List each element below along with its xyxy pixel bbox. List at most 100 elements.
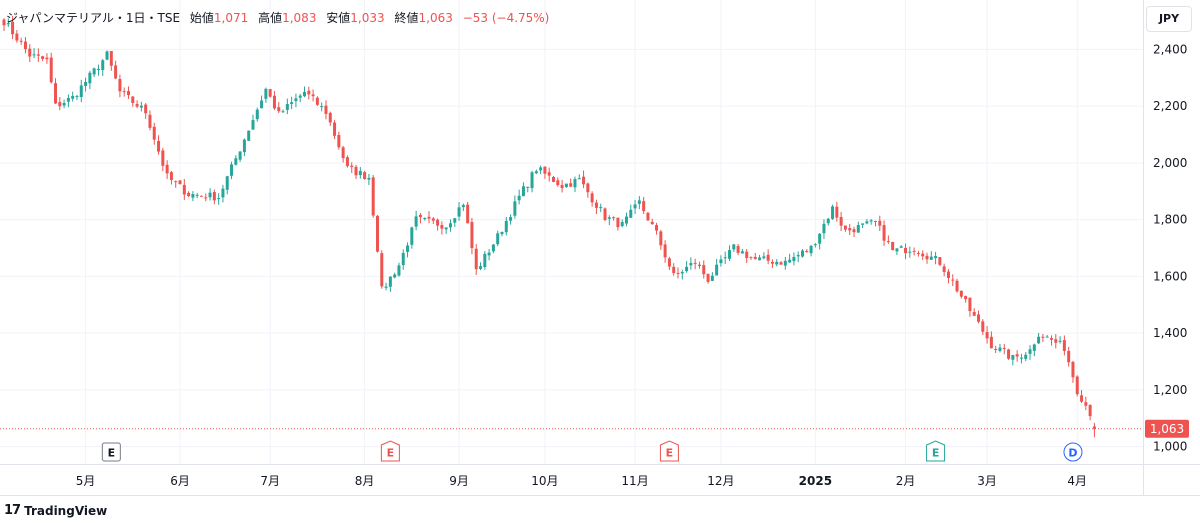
candle-body	[916, 253, 920, 255]
candle-body	[745, 251, 749, 258]
candle-body	[457, 207, 461, 217]
currency-button[interactable]: JPY	[1146, 6, 1192, 32]
candle-body	[929, 256, 933, 260]
candle-body	[633, 204, 637, 209]
candle-body	[732, 244, 736, 250]
candle-body	[873, 220, 877, 222]
candle-body	[401, 252, 405, 266]
candle-body	[345, 157, 349, 167]
candle-body	[891, 241, 895, 251]
candle-body	[753, 256, 757, 259]
candle-body	[543, 166, 547, 174]
candle-body	[736, 245, 740, 253]
candle-body	[1075, 376, 1079, 395]
candle-body	[440, 224, 444, 229]
candle-body	[418, 214, 422, 218]
candle-body	[148, 114, 152, 128]
candle-body	[298, 95, 302, 98]
candle-body	[509, 217, 513, 221]
candle-body	[217, 198, 221, 200]
earnings-marker	[659, 440, 679, 462]
change-value: −53 (−4.75%)	[462, 11, 550, 25]
candle-body	[921, 253, 925, 257]
candle-body	[470, 222, 474, 249]
candle-body	[126, 91, 130, 96]
candle-body	[1049, 338, 1053, 340]
candle-body	[822, 223, 826, 234]
candle-body	[101, 60, 105, 71]
candle-body	[1037, 336, 1041, 344]
candle-body	[762, 256, 766, 259]
candle-body	[1002, 347, 1006, 349]
last-price-badge	[1145, 419, 1189, 438]
candle-body	[1088, 404, 1092, 417]
candle-body	[1032, 344, 1036, 351]
x-tick-label: 8月	[355, 474, 375, 488]
candle-body	[1011, 355, 1015, 360]
candle-body	[775, 261, 779, 265]
candle-body	[655, 225, 659, 231]
candle-body	[375, 215, 379, 252]
candle-body	[397, 265, 401, 276]
candle-body	[1062, 340, 1066, 351]
candle-body	[895, 248, 899, 252]
candle-body	[19, 40, 23, 42]
y-tick-label: 2,200	[1153, 99, 1187, 113]
candle-body	[994, 349, 998, 351]
candle-body	[667, 258, 671, 267]
x-tick-label: 6月	[170, 474, 190, 488]
candle-body	[676, 272, 680, 274]
candle-body	[290, 102, 294, 105]
candle-body	[955, 280, 959, 292]
candle-body	[453, 218, 457, 223]
candle-body	[448, 223, 452, 228]
candle-body	[354, 166, 358, 176]
event-marker-label: D	[1068, 447, 1077, 460]
candle-body	[521, 186, 525, 197]
candle-body	[998, 347, 1002, 351]
earnings-marker	[926, 440, 946, 462]
candle-body	[607, 217, 611, 219]
tradingview-logo[interactable]: 17 TradingView	[4, 503, 107, 518]
candle-body	[869, 220, 873, 222]
candle-body	[1084, 402, 1088, 406]
candle-body	[303, 91, 307, 97]
candle-body	[564, 183, 568, 188]
candle-body	[981, 321, 985, 332]
candle-body	[36, 54, 40, 56]
candle-body	[62, 102, 66, 106]
candle-body	[88, 72, 92, 84]
candle-body	[363, 172, 367, 179]
candle-body	[371, 177, 375, 216]
candle-body	[204, 197, 208, 199]
candle-body	[835, 206, 839, 218]
candle-body	[702, 265, 706, 275]
grid	[0, 0, 1143, 464]
candle-body	[281, 111, 285, 113]
candle-body	[556, 180, 560, 186]
candle-body	[706, 273, 710, 282]
candle-body	[972, 311, 976, 316]
candle-body	[637, 200, 641, 204]
earnings-marker	[101, 442, 121, 462]
candle-body	[358, 170, 362, 176]
candle-body	[178, 180, 182, 185]
candle-body	[788, 259, 792, 263]
candle-body	[6, 23, 10, 25]
candle-body	[560, 185, 564, 189]
candle-body	[169, 172, 173, 181]
candle-body	[264, 88, 268, 99]
candle-body	[294, 98, 298, 102]
candle-body	[337, 134, 341, 148]
candle-body	[534, 171, 538, 174]
candle-body	[324, 105, 328, 114]
x-tick-label: 11月	[621, 474, 648, 488]
candle-body	[715, 264, 719, 276]
candle-body	[779, 262, 783, 265]
candle-body	[547, 172, 551, 176]
event-marker-label: E	[108, 447, 116, 460]
candle-body	[908, 251, 912, 253]
candle-body	[199, 195, 203, 197]
candle-body	[689, 263, 693, 266]
